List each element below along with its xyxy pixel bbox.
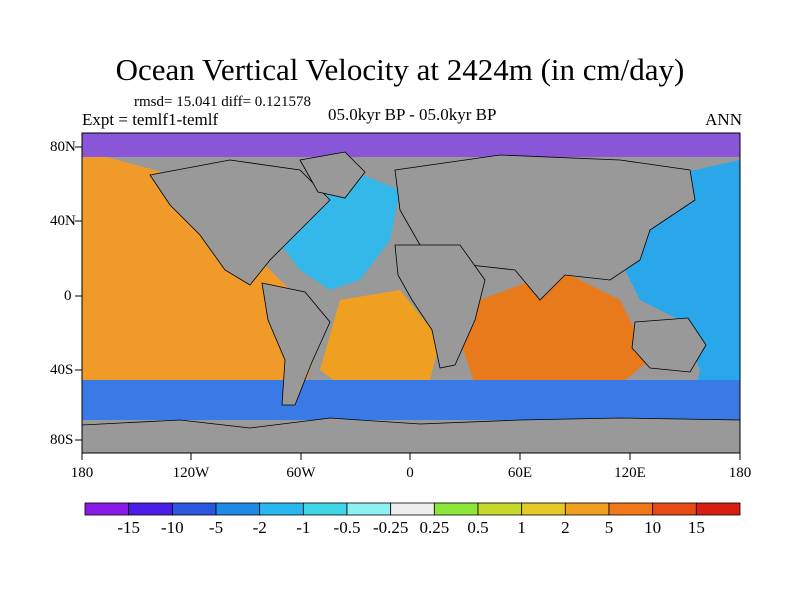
colorbar-swatch — [84, 502, 130, 516]
colorbar-swatch — [215, 502, 261, 516]
land-antarctica — [82, 417, 740, 453]
colorbar-label: -0.25 — [372, 518, 409, 537]
ocean-atlantic-south — [320, 290, 440, 400]
land-south-america — [261, 282, 331, 406]
ocean-pacific-west — [82, 150, 320, 420]
ocean-indian — [460, 270, 650, 400]
ocean-arctic-band — [82, 133, 740, 157]
season-label: ANN — [705, 110, 742, 129]
lon-label-60w: 60W — [286, 465, 316, 481]
colorbar-label: -15 — [117, 518, 140, 537]
colorbar-swatch — [652, 502, 697, 516]
colorbar — [84, 502, 741, 516]
colorbar-label: -10 — [160, 518, 184, 537]
lon-label-180w: 180 — [70, 465, 94, 481]
map-panel — [82, 133, 740, 453]
colorbar-swatch — [433, 502, 479, 516]
lon-label-120e: 120E — [614, 465, 646, 481]
lon-label-120w: 120W — [172, 465, 210, 481]
colorbar-label: 2 — [561, 518, 570, 537]
colorbar-swatch — [521, 502, 566, 516]
land-north-america — [149, 159, 331, 286]
colorbar-swatch — [564, 502, 610, 516]
longitude-ticks — [81, 453, 741, 460]
colorbar-label: -0.5 — [333, 518, 361, 537]
colorbar-swatch — [302, 502, 348, 516]
map-frame — [81, 132, 741, 454]
colorbar-swatch — [171, 502, 217, 516]
colorbar-label: -5 — [208, 518, 224, 537]
colorbar-label: -1 — [296, 518, 311, 537]
colorbar-label: 0.25 — [419, 518, 450, 537]
colorbar-swatch — [477, 502, 523, 516]
colorbar-label: 0.5 — [467, 518, 489, 537]
lat-label-0: 0 — [64, 288, 72, 304]
colorbar-label: 15 — [687, 518, 705, 537]
colorbar-swatch — [695, 502, 741, 516]
colorbar-swatch — [390, 502, 435, 516]
map-title: Ocean Vertical Velocity at 2424m (in cm/… — [115, 52, 685, 87]
period-label: 05.0kyr BP - 05.0kyr BP — [328, 105, 497, 124]
colorbar-swatch — [608, 502, 654, 516]
lat-label-80s: 80S — [50, 432, 74, 448]
lat-label-80n: 80N — [50, 139, 76, 155]
land-greenland — [299, 151, 366, 199]
land-australia — [631, 317, 707, 373]
colorbar-swatch — [128, 502, 173, 516]
experiment-label: Expt = temlf1-temlf — [82, 110, 219, 129]
ocean-southern-band — [82, 380, 740, 420]
land-africa — [394, 244, 486, 369]
latitude-ticks — [75, 146, 82, 441]
lon-label-60e: 60E — [507, 465, 533, 481]
colorbar-label: -2 — [252, 518, 267, 537]
colorbar-label: 1 — [517, 518, 526, 537]
lon-label-0: 0 — [406, 465, 414, 481]
lat-label-40s: 40S — [50, 362, 74, 378]
colorbar-label: 5 — [604, 518, 614, 537]
colorbar-swatch — [259, 502, 304, 516]
lon-label-180e: 180 — [728, 465, 752, 481]
colorbar-label: 10 — [644, 518, 662, 537]
colorbar-swatch — [346, 502, 392, 516]
rmsd-diff-stats: rmsd= 15.041 diff= 0.121578 — [134, 94, 312, 110]
lat-label-40n: 40N — [50, 213, 76, 229]
